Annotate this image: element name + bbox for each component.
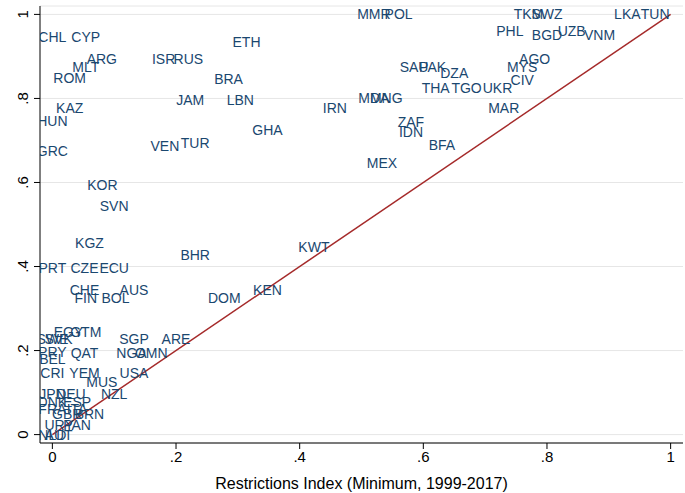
- svg-text:OMN: OMN: [135, 345, 168, 361]
- svg-text:TUN: TUN: [641, 6, 670, 22]
- svg-text:MNG: MNG: [370, 90, 403, 106]
- svg-text:USA: USA: [120, 365, 149, 381]
- svg-text:.2: .2: [14, 344, 31, 357]
- svg-text:KOR: KOR: [87, 177, 117, 193]
- svg-text:ARG: ARG: [86, 50, 117, 67]
- svg-text:KEN: KEN: [253, 282, 282, 298]
- svg-text:BOL: BOL: [101, 290, 129, 306]
- svg-text:LKA: LKA: [614, 6, 641, 22]
- svg-text:ARE: ARE: [161, 330, 191, 347]
- svg-text:KWT: KWT: [298, 239, 330, 255]
- svg-text:HUN: HUN: [40, 113, 68, 129]
- svg-text:.4: .4: [293, 448, 306, 465]
- svg-text:1: 1: [666, 448, 674, 465]
- svg-text:QAT: QAT: [71, 345, 99, 361]
- svg-text:POL: POL: [385, 6, 413, 22]
- svg-text:MMR: MMR: [357, 6, 391, 23]
- svg-text:THA: THA: [422, 80, 451, 96]
- svg-text:CIV: CIV: [511, 72, 535, 88]
- svg-text:Restrictions Index (Minimum, 1: Restrictions Index (Minimum, 1999-2017): [215, 475, 508, 492]
- svg-text:.2: .2: [170, 448, 183, 465]
- svg-text:UKR: UKR: [483, 80, 513, 96]
- svg-text:PRT: PRT: [40, 260, 67, 276]
- svg-text:PAN: PAN: [63, 416, 91, 433]
- svg-text:.6: .6: [14, 176, 31, 189]
- svg-text:UZB: UZB: [558, 23, 586, 39]
- svg-text:AUT: AUT: [45, 427, 73, 443]
- svg-text:0: 0: [48, 448, 56, 465]
- svg-text:1: 1: [14, 10, 31, 18]
- svg-text:DZA: DZA: [440, 65, 469, 82]
- svg-text:SAU: SAU: [399, 58, 429, 75]
- svg-text:IDN: IDN: [399, 124, 423, 140]
- svg-text:MUS: MUS: [86, 374, 118, 391]
- svg-text:GRC: GRC: [40, 143, 68, 159]
- svg-text:.8: .8: [14, 92, 31, 105]
- svg-text:PAK: PAK: [419, 58, 447, 75]
- svg-text:CYP: CYP: [71, 29, 100, 45]
- svg-text:NZL: NZL: [101, 386, 128, 402]
- svg-text:BRN: BRN: [74, 406, 105, 423]
- svg-text:MEX: MEX: [367, 155, 398, 171]
- svg-text:.8: .8: [541, 448, 554, 465]
- svg-text:SWZ: SWZ: [531, 6, 563, 22]
- svg-text:TKM: TKM: [513, 6, 544, 23]
- svg-text:BFA: BFA: [429, 137, 456, 153]
- svg-text:RUS: RUS: [174, 51, 204, 67]
- svg-text:ISR: ISR: [152, 51, 175, 67]
- svg-text:DOM: DOM: [208, 290, 241, 306]
- svg-text:ZAF: ZAF: [397, 113, 425, 130]
- svg-text:.6: .6: [417, 448, 430, 465]
- svg-text:SVN: SVN: [100, 198, 129, 214]
- svg-text:ECU: ECU: [99, 260, 129, 276]
- svg-text:KAZ: KAZ: [56, 100, 84, 117]
- svg-text:AUS: AUS: [119, 281, 149, 298]
- svg-text:NGA: NGA: [116, 345, 147, 362]
- svg-text:KGZ: KGZ: [75, 235, 104, 251]
- svg-text:CRI: CRI: [40, 365, 64, 381]
- svg-text:VEN: VEN: [150, 138, 179, 154]
- svg-text:CHL: CHL: [40, 29, 67, 45]
- svg-text:PHL: PHL: [496, 23, 523, 39]
- svg-text:LBN: LBN: [227, 92, 254, 108]
- svg-text:0: 0: [14, 430, 31, 438]
- svg-text:AGO: AGO: [519, 51, 550, 67]
- svg-text:VNM: VNM: [584, 27, 615, 43]
- svg-text:YEM: YEM: [69, 365, 100, 382]
- svg-text:FIN: FIN: [74, 290, 97, 306]
- svg-text:TGO: TGO: [451, 80, 481, 96]
- svg-text:IRN: IRN: [323, 100, 347, 116]
- svg-text:.4: .4: [14, 260, 31, 273]
- svg-text:SGP: SGP: [119, 330, 149, 347]
- svg-text:BHR: BHR: [180, 247, 210, 263]
- svg-text:GHA: GHA: [252, 122, 283, 138]
- svg-text:GTM: GTM: [70, 324, 101, 340]
- svg-text:ROM: ROM: [53, 70, 86, 86]
- svg-text:ETH: ETH: [233, 34, 261, 50]
- svg-text:TUR: TUR: [181, 135, 210, 151]
- svg-text:SVK: SVK: [44, 330, 73, 347]
- svg-text:JAM: JAM: [176, 92, 204, 108]
- svg-text:BRA: BRA: [214, 71, 243, 87]
- svg-text:CZE: CZE: [71, 260, 99, 276]
- svg-text:MLT: MLT: [72, 58, 100, 75]
- svg-text:BGD: BGD: [531, 27, 563, 44]
- svg-text:MAR: MAR: [488, 100, 519, 116]
